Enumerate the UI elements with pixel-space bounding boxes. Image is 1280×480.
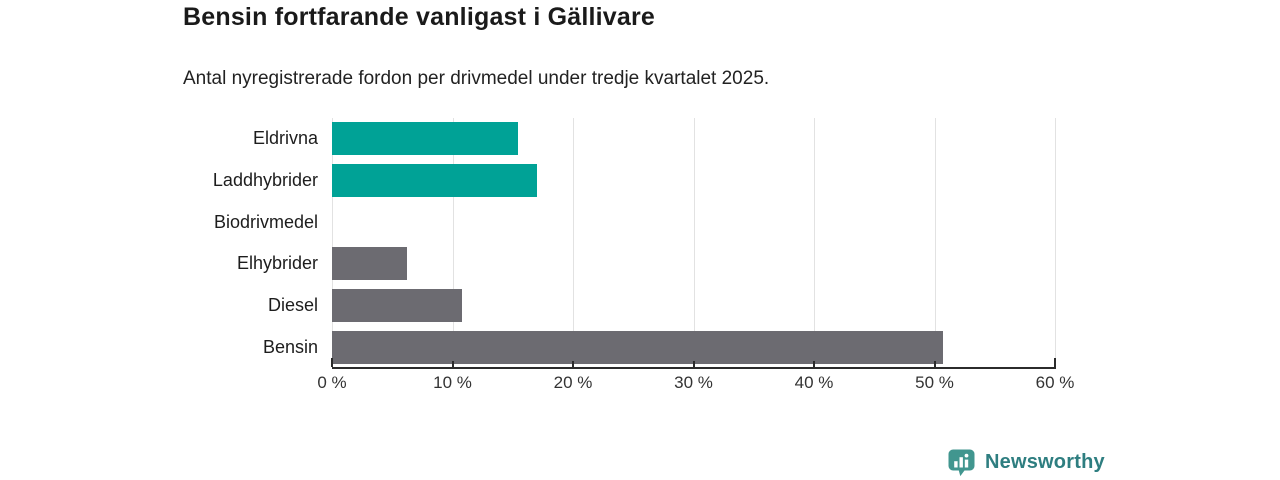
axis-tick-label: 30 % xyxy=(674,373,713,392)
gridline xyxy=(452,118,454,368)
category-label: Diesel xyxy=(267,295,318,316)
category-label: Biodrivmedel xyxy=(213,211,318,232)
gridline xyxy=(693,118,695,368)
bar-track xyxy=(332,122,1055,156)
axis-tick-label: 60 % xyxy=(1035,373,1075,392)
plot-area xyxy=(332,118,1056,368)
gridline xyxy=(1055,118,1056,368)
axis-tick-label: 50 % xyxy=(915,373,954,392)
category-label: Laddhybrider xyxy=(212,170,318,190)
axis-tick xyxy=(813,361,815,367)
gridline xyxy=(934,118,936,368)
x-axis-line xyxy=(332,367,1056,369)
chart-title: Bensin fortfarande vanligast i Gällivare xyxy=(183,3,656,31)
bar-eldrivna xyxy=(332,122,518,156)
axis-tick xyxy=(572,361,574,367)
axis-tick xyxy=(331,358,333,367)
bar-laddhybrider xyxy=(332,164,537,197)
category-label: Elhybrider xyxy=(236,253,318,274)
bar-row: Biodrivmedel xyxy=(0,201,1055,243)
chart-subtitle: Antal nyregistrerade fordon per drivmede… xyxy=(183,68,770,89)
axis-tick-label: 10 % xyxy=(433,373,472,392)
axis-tick xyxy=(933,361,936,367)
category-label: Bensin xyxy=(262,336,318,357)
newsworthy-logo: Newsworthy xyxy=(946,447,1105,478)
bar-track xyxy=(332,164,1055,197)
bar-rows: Eldrivna Laddhybrider Biodrivmedel Elhybrid… xyxy=(0,118,1055,368)
x-axis-labels: 0 % 10 % 20 % 30 % 40 % 50 % 60 % xyxy=(317,373,1074,395)
gridline xyxy=(573,118,574,368)
bar-row: Diesel xyxy=(0,285,1055,327)
axis-tick xyxy=(1054,358,1056,367)
bar-track xyxy=(332,206,1055,239)
axis-tick-label: 0 % xyxy=(317,373,347,392)
bar-track xyxy=(332,247,1055,281)
bar-bensin xyxy=(332,330,943,364)
gridline xyxy=(814,118,815,368)
bar-track xyxy=(332,330,1055,364)
axis-tick xyxy=(451,361,454,367)
bar-elhybrider xyxy=(332,247,407,281)
gridlines xyxy=(332,118,1056,368)
bar-row: Elhybrider xyxy=(0,243,1055,285)
bar-row: Bensin xyxy=(0,326,1055,368)
bar-chart-speech-bubble-icon xyxy=(946,447,977,478)
bar-diesel xyxy=(332,289,463,323)
bar-row: Laddhybrider xyxy=(0,160,1055,202)
axis-tick xyxy=(692,361,695,367)
category-label: Eldrivna xyxy=(252,128,318,149)
bar-track xyxy=(332,289,1055,323)
logo-text: Newsworthy xyxy=(985,451,1105,473)
axis-tick-label: 20 % xyxy=(553,373,593,392)
axis-tick-label: 40 % xyxy=(794,373,834,392)
gridline xyxy=(332,118,333,368)
bar-row: Eldrivna xyxy=(0,118,1055,160)
